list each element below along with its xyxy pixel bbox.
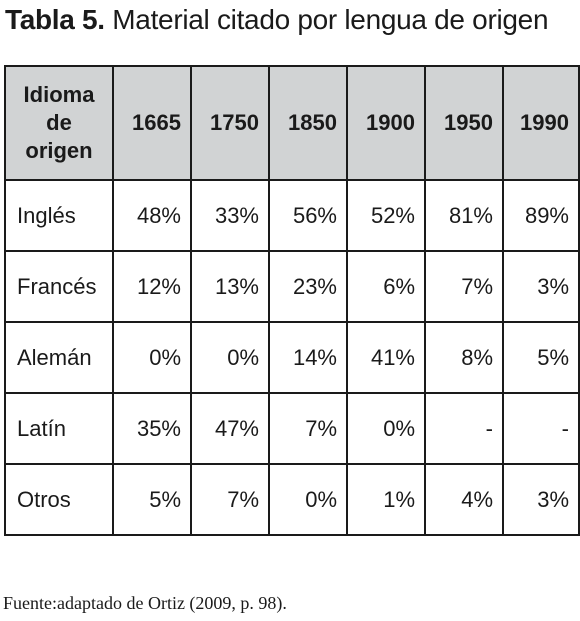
- value-cell: 5%: [112, 463, 192, 536]
- value-cell: 7%: [268, 392, 348, 465]
- header-year: 1665: [112, 65, 192, 181]
- language-cell: Francés: [4, 250, 114, 323]
- source-note: Fuente:adaptado de Ortiz (2009, p. 98).: [3, 593, 287, 613]
- value-cell: 1%: [346, 463, 426, 536]
- value-cell: 3%: [502, 250, 580, 323]
- value-cell: 12%: [112, 250, 192, 323]
- value-cell: 0%: [190, 321, 270, 394]
- value-cell: 23%: [268, 250, 348, 323]
- table-row: Latín 35% 47% 7% 0% - -: [4, 392, 580, 465]
- language-cell: Inglés: [4, 179, 114, 252]
- value-cell: 56%: [268, 179, 348, 252]
- value-cell: 14%: [268, 321, 348, 394]
- value-cell: 7%: [190, 463, 270, 536]
- header-year: 1850: [268, 65, 348, 181]
- header-row: Idioma de origen 1665 1750 1850 1900 195…: [4, 65, 580, 181]
- value-cell: -: [502, 392, 580, 465]
- value-cell: 8%: [424, 321, 504, 394]
- value-cell: 6%: [346, 250, 426, 323]
- value-cell: 41%: [346, 321, 426, 394]
- value-cell: 0%: [346, 392, 426, 465]
- header-year: 1950: [424, 65, 504, 181]
- value-cell: 5%: [502, 321, 580, 394]
- table-caption: Material citado por lengua de origen: [112, 4, 549, 35]
- value-cell: 4%: [424, 463, 504, 536]
- header-year: 1990: [502, 65, 580, 181]
- table-row: Francés 12% 13% 23% 6% 7% 3%: [4, 250, 580, 323]
- value-cell: 33%: [190, 179, 270, 252]
- table-row: Alemán 0% 0% 14% 41% 8% 5%: [4, 321, 580, 394]
- table-row: Inglés 48% 33% 56% 52% 81% 89%: [4, 179, 580, 252]
- value-cell: 52%: [346, 179, 426, 252]
- value-cell: 81%: [424, 179, 504, 252]
- header-year: 1900: [346, 65, 426, 181]
- value-cell: 89%: [502, 179, 580, 252]
- language-cell: Latín: [4, 392, 114, 465]
- value-cell: 7%: [424, 250, 504, 323]
- value-cell: 0%: [112, 321, 192, 394]
- language-table: Idioma de origen 1665 1750 1850 1900 195…: [4, 65, 580, 536]
- table-title: Tabla 5. Material citado por lengua de o…: [5, 2, 549, 38]
- value-cell: 35%: [112, 392, 192, 465]
- value-cell: 0%: [268, 463, 348, 536]
- value-cell: 47%: [190, 392, 270, 465]
- header-year: 1750: [190, 65, 270, 181]
- value-cell: 13%: [190, 250, 270, 323]
- table-row: Otros 5% 7% 0% 1% 4% 3%: [4, 463, 580, 536]
- header-language: Idioma de origen: [4, 65, 114, 181]
- value-cell: 3%: [502, 463, 580, 536]
- language-cell: Alemán: [4, 321, 114, 394]
- table-number: Tabla 5.: [5, 4, 105, 35]
- value-cell: -: [424, 392, 504, 465]
- value-cell: 48%: [112, 179, 192, 252]
- language-cell: Otros: [4, 463, 114, 536]
